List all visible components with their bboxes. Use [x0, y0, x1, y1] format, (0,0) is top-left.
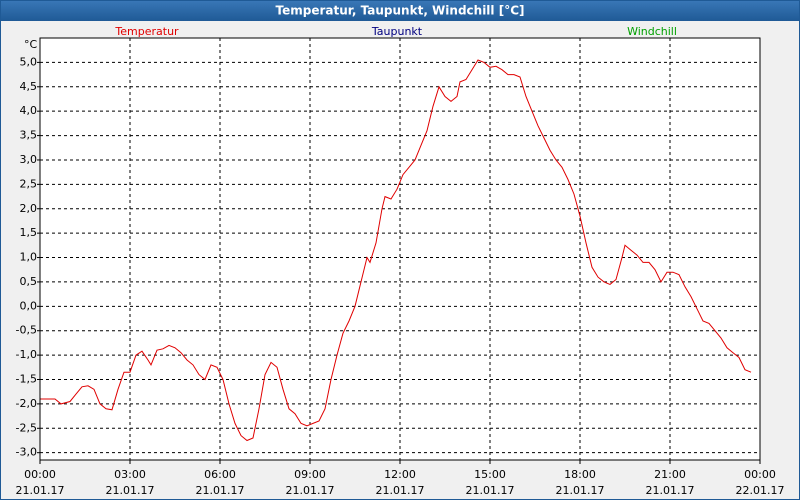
- y-tick-label: 3,5: [20, 129, 38, 142]
- x-tick-label: 12:00: [384, 468, 416, 481]
- y-tick-label: 0,0: [20, 299, 38, 312]
- x-tick-date: 21.01.17: [286, 484, 335, 497]
- x-tick-date: 21.01.17: [376, 484, 425, 497]
- y-tick-label: -1,5: [16, 373, 37, 386]
- y-tick-label: -3,0: [16, 446, 37, 459]
- y-unit: °C: [24, 38, 38, 51]
- x-tick-label: 15:00: [474, 468, 506, 481]
- x-tick-date: 21.01.17: [466, 484, 515, 497]
- series-line: [40, 59, 752, 442]
- title-bar: [0, 0, 800, 21]
- x-tick-label: 06:00: [204, 468, 236, 481]
- y-tick-label: -0,5: [16, 324, 37, 337]
- y-tick-label: 0,5: [20, 275, 38, 288]
- x-tick-label: 21:00: [654, 468, 686, 481]
- legend-entry: Temperatur: [114, 25, 179, 38]
- legend-entry: Windchill: [627, 25, 677, 38]
- y-tick-label: -2,0: [16, 397, 37, 410]
- chart-title: Temperatur, Taupunkt, Windchill [°C]: [276, 4, 525, 18]
- lines: [40, 59, 752, 442]
- y-tick-label: 2,5: [20, 177, 38, 190]
- y-tick-label: -1,0: [16, 348, 37, 361]
- legend-entry: Taupunkt: [371, 25, 423, 38]
- y-tick-label: 4,5: [20, 80, 38, 93]
- x-tick-label: 09:00: [294, 468, 326, 481]
- x-tick-date: 21.01.17: [106, 484, 155, 497]
- y-tick-label: 4,0: [20, 104, 38, 117]
- x-tick-date: 22.01.17: [736, 484, 785, 497]
- x-tick-date: 21.01.17: [196, 484, 245, 497]
- x-tick-date: 21.01.17: [556, 484, 605, 497]
- x-tick-label: 00:00: [744, 468, 776, 481]
- x-tick-date: 21.01.17: [646, 484, 695, 497]
- y-tick-label: 3,0: [20, 153, 38, 166]
- x-tick-date: 21.01.17: [16, 484, 65, 497]
- y-tick-label: 5,0: [20, 55, 38, 68]
- x-tick-label: 18:00: [564, 468, 596, 481]
- y-tick-label: -2,5: [16, 421, 37, 434]
- y-tick-label: 1,5: [20, 226, 38, 239]
- x-tick-label: 03:00: [114, 468, 146, 481]
- y-tick-label: 1,0: [20, 251, 38, 264]
- x-tick-label: 00:00: [24, 468, 56, 481]
- y-tick-label: 2,0: [20, 202, 38, 215]
